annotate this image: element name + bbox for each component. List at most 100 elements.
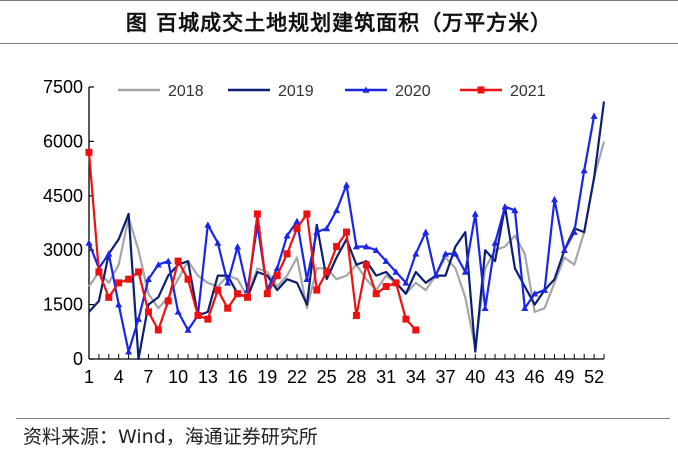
marker-2021 [214, 286, 222, 294]
marker-2020 [570, 228, 578, 235]
marker-2020 [481, 304, 489, 312]
legend-label-2020: 2020 [395, 83, 431, 100]
marker-2021 [154, 326, 162, 334]
marker-2021 [263, 290, 271, 298]
marker-2020 [432, 272, 440, 279]
x-tick-label: 7 [143, 367, 153, 387]
marker-2020 [511, 206, 519, 214]
marker-2020 [352, 243, 360, 250]
marker-2020 [204, 221, 212, 228]
marker-2020 [382, 257, 390, 264]
legend-label-2018: 2018 [168, 83, 204, 100]
marker-2021 [135, 268, 143, 276]
marker-2020 [293, 217, 301, 224]
chart-title-bar: 图 百城成交土地规划建筑面积（万平方米） [0, 0, 678, 44]
marker-2021 [174, 257, 182, 265]
x-tick-label: 43 [495, 367, 515, 387]
series-line-2020 [87, 115, 596, 353]
source-note: 资料来源：Wind，海通证券研究所 [23, 426, 318, 448]
x-tick-label: 40 [465, 367, 485, 387]
marker-2020 [392, 268, 400, 275]
marker-2021 [343, 228, 350, 236]
marker-2021 [115, 279, 123, 287]
legend-marker-2020 [362, 86, 370, 93]
marker-2020 [362, 243, 370, 250]
marker-2020 [491, 239, 499, 246]
marker-2020 [154, 261, 162, 268]
series-line-2021 [87, 152, 417, 332]
marker-2020 [85, 239, 93, 246]
marker-2020 [451, 250, 459, 257]
marker-2020 [313, 228, 321, 235]
x-tick-label: 31 [376, 367, 396, 387]
marker-2020 [184, 326, 192, 333]
marker-2021 [125, 275, 133, 283]
marker-2020 [560, 246, 568, 253]
series-line-2018 [88, 141, 606, 350]
x-tick-label: 16 [228, 367, 248, 387]
marker-2021 [382, 282, 390, 290]
marker-2021 [333, 243, 341, 251]
x-tick-label: 49 [554, 367, 574, 387]
marker-2021 [273, 272, 281, 280]
marker-2021 [402, 315, 410, 323]
chart-title: 图 百城成交土地规划建筑面积（万平方米） [125, 11, 553, 35]
x-tick-label: 37 [436, 367, 456, 387]
marker-2021 [164, 297, 172, 305]
marker-2021 [224, 304, 232, 312]
marker-2020 [105, 250, 113, 257]
series-group [85, 101, 606, 361]
x-tick-label: 52 [584, 367, 604, 387]
marker-2020 [214, 239, 222, 246]
y-tick-label: 7500 [43, 77, 83, 97]
legend-label-2019: 2019 [278, 83, 314, 100]
x-tick-label: 1 [84, 367, 94, 387]
marker-2021 [85, 148, 93, 156]
x-tick-label: 22 [287, 367, 307, 387]
y-tick-label: 4500 [43, 186, 83, 206]
y-tick-label: 6000 [43, 131, 83, 151]
marker-2020 [501, 203, 509, 210]
marker-2021 [243, 293, 251, 301]
marker-2020 [164, 257, 172, 264]
marker-2020 [531, 290, 539, 297]
marker-2020 [372, 246, 380, 253]
marker-2020 [303, 275, 311, 283]
x-tick-label: 19 [257, 367, 277, 387]
marker-2020 [283, 232, 291, 239]
marker-2021 [392, 279, 400, 287]
legend: 2018 2019 2020 2021 [118, 83, 546, 100]
marker-2020 [343, 181, 350, 188]
marker-2020 [461, 268, 469, 275]
marker-2020 [234, 243, 242, 250]
y-tick-label: 3000 [43, 240, 83, 260]
x-tick-label: 13 [198, 367, 218, 387]
marker-2020 [323, 224, 331, 232]
legend-marker-2021 [477, 86, 485, 94]
marker-2020 [224, 279, 232, 286]
y-tick-label: 0 [73, 349, 83, 369]
marker-2020 [422, 228, 430, 235]
legend-label-2021: 2021 [510, 83, 546, 100]
marker-2020 [541, 286, 549, 293]
marker-2020 [521, 304, 529, 312]
marker-2021 [412, 326, 420, 334]
marker-2021 [253, 210, 261, 218]
marker-2021 [105, 293, 113, 301]
axes: 0 1500 3000 4500 6000 7500 1 4 7 10 13 16 19 22 25 28 31… [43, 77, 605, 387]
marker-2020 [174, 308, 182, 315]
marker-2020 [333, 206, 341, 214]
x-tick-label: 46 [525, 367, 545, 387]
marker-2021 [204, 315, 212, 323]
x-tick-label: 34 [406, 367, 426, 387]
marker-2021 [283, 250, 291, 258]
marker-2020 [590, 112, 598, 119]
x-tick-label: 25 [317, 367, 337, 387]
marker-2021 [95, 268, 103, 276]
x-tick-label: 10 [168, 367, 188, 387]
marker-2021 [323, 268, 331, 276]
marker-2021 [234, 290, 242, 298]
marker-2021 [313, 286, 321, 294]
marker-2021 [194, 311, 202, 319]
marker-2020 [144, 275, 152, 283]
